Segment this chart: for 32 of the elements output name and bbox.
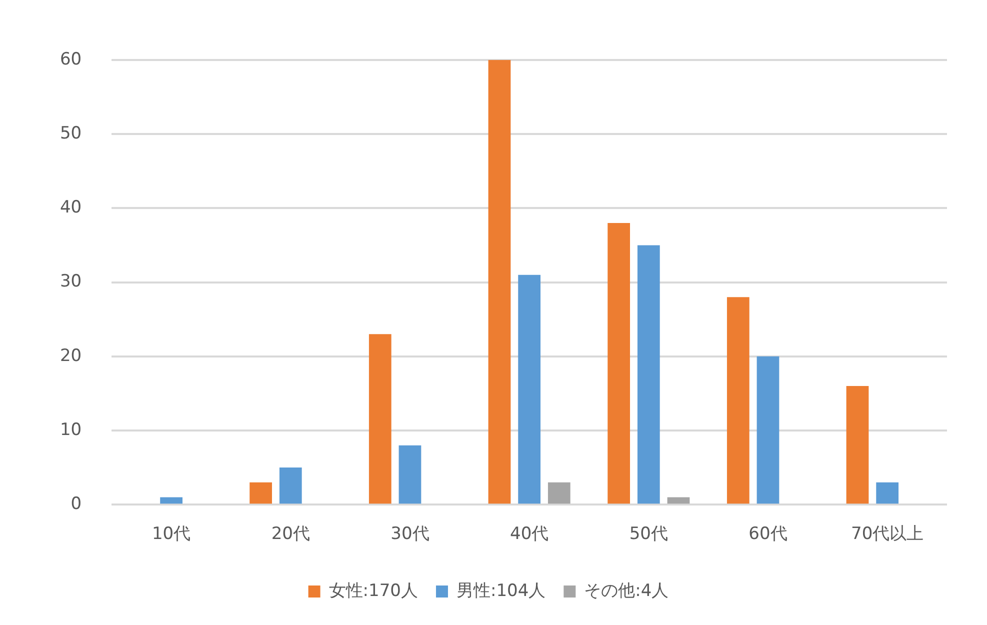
x-tick-label: 70代以上 — [851, 524, 924, 544]
bar — [667, 497, 690, 504]
bar — [368, 334, 392, 504]
y-tick-label: 10 — [60, 420, 82, 440]
legend-label: 女性:170人 — [328, 580, 418, 601]
y-tick-label: 40 — [60, 198, 82, 218]
x-tick-label: 10代 — [152, 524, 191, 544]
legend-label: 男性:104人 — [456, 580, 546, 601]
bar — [279, 468, 302, 504]
bar — [726, 297, 750, 504]
bar — [518, 274, 541, 504]
bar — [548, 482, 570, 504]
x-tick-label: 30代 — [390, 524, 430, 544]
bar — [398, 445, 422, 504]
x-tick-label: 50代 — [629, 524, 668, 544]
bar — [846, 386, 869, 504]
bar — [608, 223, 630, 504]
y-tick-label: 20 — [60, 346, 82, 366]
bar — [250, 482, 272, 504]
y-tick-label: 30 — [60, 272, 82, 292]
x-tick-label: 20代 — [271, 524, 310, 544]
y-tick-label: 0 — [70, 494, 82, 514]
y-tick-label: 50 — [60, 124, 82, 144]
legend-label: その他:4人 — [584, 580, 669, 601]
x-tick-label: 60代 — [748, 524, 788, 544]
bar — [160, 497, 182, 504]
x-tick-label: 40代 — [510, 524, 549, 544]
bar — [756, 356, 780, 504]
bar — [488, 60, 511, 504]
y-tick-label: 60 — [60, 49, 82, 70]
bar — [637, 245, 660, 504]
bar — [876, 482, 899, 504]
